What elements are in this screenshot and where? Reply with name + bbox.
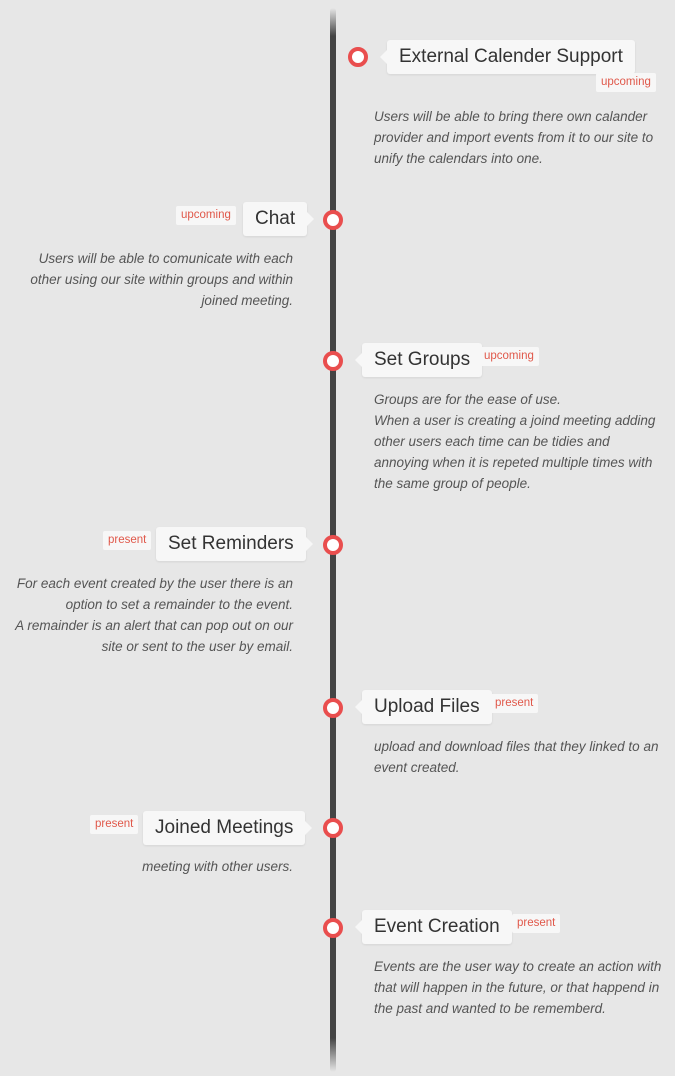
timeline-node[interactable] (348, 47, 368, 67)
timeline-item-title[interactable]: External Calender Support (380, 40, 635, 74)
status-badge: upcoming (596, 73, 656, 92)
status-badge: present (90, 815, 139, 834)
status-badge: upcoming (479, 347, 539, 366)
status-badge: upcoming (176, 206, 236, 225)
timeline-item-description: meeting with other users. (142, 859, 293, 874)
timeline-item-description: Users will be able to comunicate with ea… (30, 251, 293, 308)
timeline-item-title[interactable]: Set Groups (354, 343, 483, 377)
status-badge: present (512, 914, 561, 933)
description-line: When a user is creating a joind meeting … (374, 413, 656, 491)
timeline-node[interactable] (323, 535, 343, 555)
timeline-item-description: upload and download files that they link… (374, 739, 659, 775)
timeline-node[interactable] (323, 351, 343, 371)
timeline-item-title[interactable]: Set Reminders (156, 527, 313, 561)
timeline-item-title[interactable]: Joined Meetings (143, 811, 313, 845)
timeline-node[interactable] (323, 698, 343, 718)
timeline-item-title[interactable]: Event Creation (355, 910, 512, 944)
timeline-item-description: Groups are for the ease of use. When a u… (374, 389, 666, 494)
timeline-item-description: For each event created by the user there… (4, 573, 293, 657)
description-line: For each event created by the user there… (16, 576, 293, 612)
timeline-item-title[interactable]: Upload Files (355, 690, 492, 724)
status-badge: present (103, 531, 152, 550)
timeline-item-description: Events are the user way to create an act… (374, 959, 662, 1016)
timeline-item-title[interactable]: Chat (243, 202, 315, 236)
status-badge: present (490, 694, 539, 713)
description-line: A remainder is an alert that can pop out… (15, 618, 293, 654)
description-line: Groups are for the ease of use. (374, 392, 561, 407)
timeline-node[interactable] (323, 210, 343, 230)
timeline-item-description: Users will be able to bring there own ca… (374, 109, 654, 166)
timeline-node[interactable] (323, 818, 343, 838)
timeline-node[interactable] (323, 918, 343, 938)
